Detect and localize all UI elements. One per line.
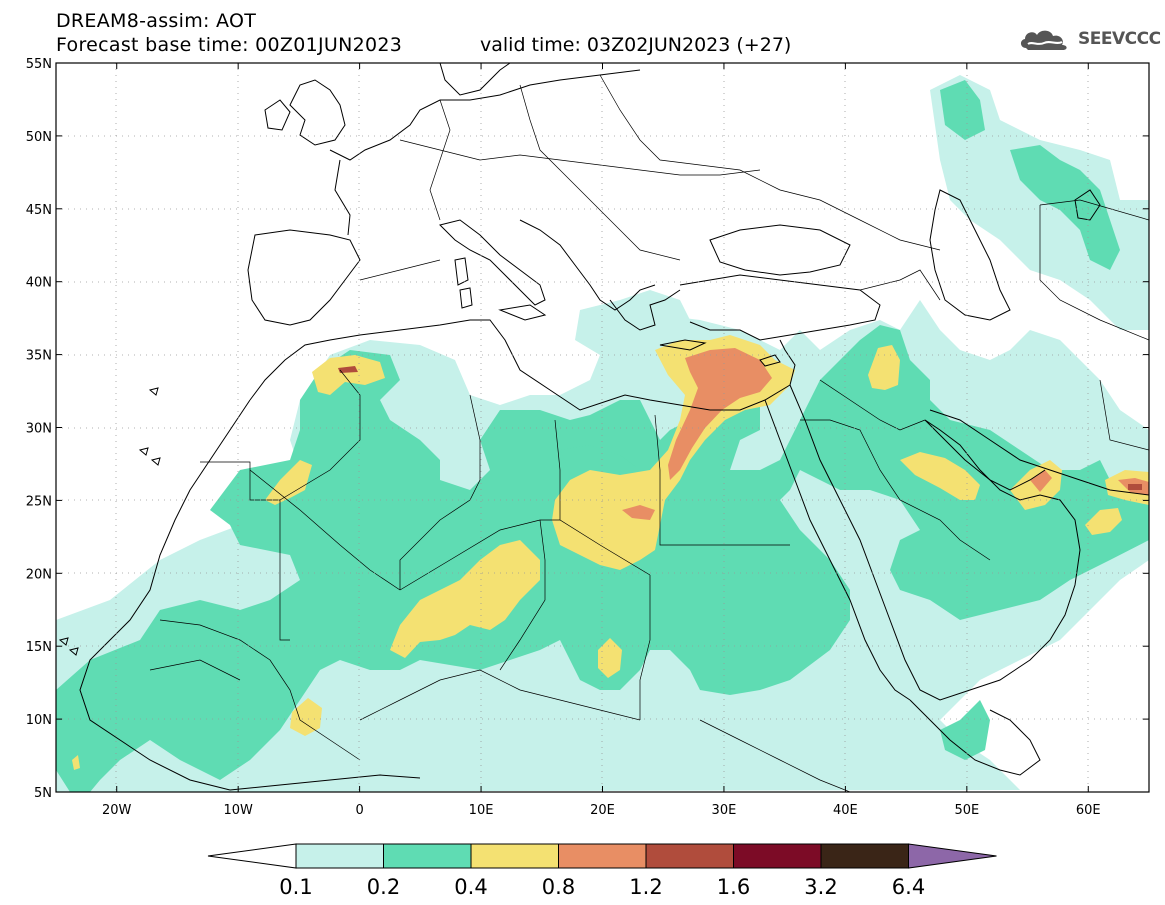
colorbar-bin: [820, 843, 909, 869]
colorbar-bin: [383, 843, 472, 869]
colorbar-bin: [470, 843, 559, 869]
lon-label-40E: 40E: [833, 803, 858, 818]
lat-label-5N: 5N: [34, 786, 52, 801]
logo-text: SEEVCCC: [1078, 29, 1161, 49]
colorbar-label: 0.1: [279, 875, 312, 899]
seevccc-logo: SEEVCCC: [1018, 26, 1161, 52]
lat-label-25N: 25N: [26, 494, 52, 509]
colorbar-label: 1.2: [629, 875, 662, 899]
lat-label-20N: 20N: [26, 567, 52, 582]
lon-label-20E: 20E: [590, 803, 615, 818]
lon-label-60E: 60E: [1076, 803, 1101, 818]
cloud-icon: [1020, 30, 1067, 50]
colorbar-bin: [558, 843, 647, 869]
colorbar-bin: [645, 843, 734, 869]
aot-level-1.2: [338, 366, 1142, 490]
colorbar-label: 1.6: [717, 875, 750, 899]
colorbar-label: 3.2: [804, 875, 837, 899]
lat-label-50N: 50N: [26, 130, 52, 145]
lat-label-55N: 55N: [26, 57, 52, 72]
coastlines: [58, 63, 1149, 791]
colorbar-label: 0.2: [367, 875, 400, 899]
graticule: [56, 63, 1149, 792]
latitude-labels: 55N 50N 45N 40N 35N 30N 25N 20N 15N 10N 5N: [26, 57, 52, 801]
colorbar-label: 0.8: [542, 875, 575, 899]
lon-label-10W: 10W: [223, 803, 253, 818]
valid-time: valid time: 03Z02JUN2023 (+27): [480, 34, 792, 56]
colorbar-label: 6.4: [892, 875, 925, 899]
colorbar-bin: [295, 843, 384, 869]
longitude-labels: 20W 10W 0 10E 20E 30E 40E 50E 60E: [102, 803, 1101, 818]
colorbar-label: 0.4: [454, 875, 487, 899]
lat-label-40N: 40N: [26, 276, 52, 291]
lon-label-50E: 50E: [954, 803, 979, 818]
lat-label-10N: 10N: [26, 713, 52, 728]
colorbar: 0.1 0.2 0.4 0.8 1.2 1.6 3.2 6.4: [207, 843, 997, 899]
lon-label-30E: 30E: [712, 803, 737, 818]
colorbar-under-triangle: [207, 843, 297, 869]
axis-ticks: [56, 62, 1149, 793]
lon-label-10E: 10E: [469, 803, 494, 818]
colorbar-bin: [733, 843, 822, 869]
colorbar-over-triangle: [908, 843, 997, 869]
lat-label-45N: 45N: [26, 203, 52, 218]
lat-label-15N: 15N: [26, 640, 52, 655]
map-title: DREAM8-assim: AOT: [56, 10, 257, 32]
lat-label-35N: 35N: [26, 349, 52, 364]
lon-label-0: 0: [355, 803, 363, 818]
base-time: Forecast base time: 00Z01JUN2023: [56, 34, 403, 56]
lon-label-20W: 20W: [102, 803, 132, 818]
lat-label-30N: 30N: [26, 422, 52, 437]
